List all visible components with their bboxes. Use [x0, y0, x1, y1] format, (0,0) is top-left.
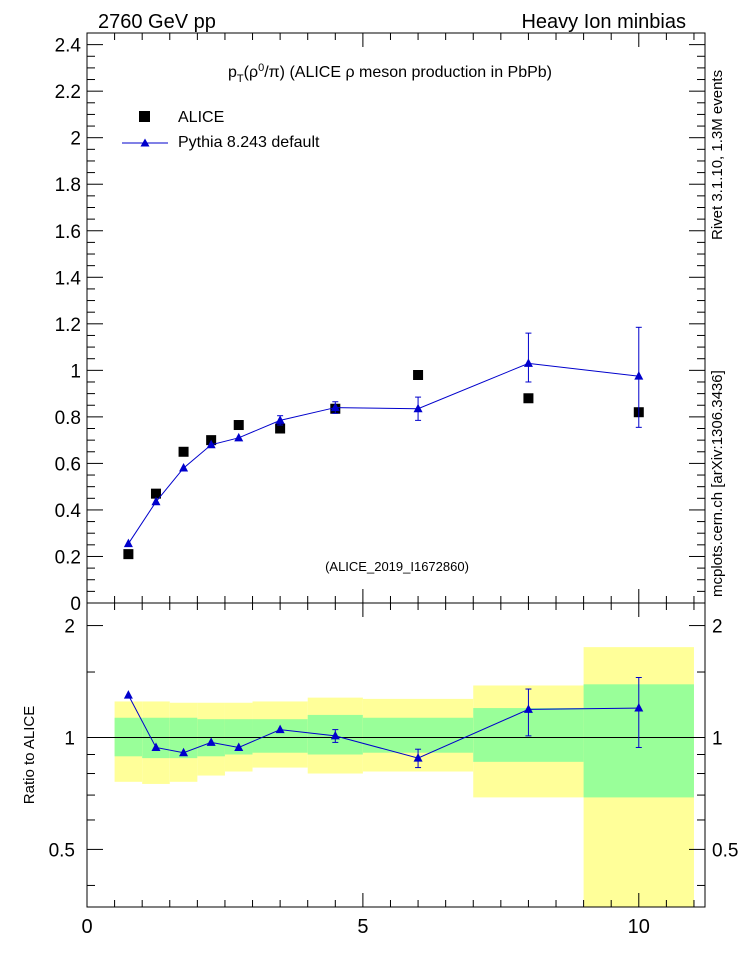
pythia-point	[234, 432, 244, 442]
main-title: pT(ρ0/π) (ALICE ρ meson production in Pb…	[228, 62, 552, 85]
pythia-point	[206, 439, 216, 449]
alice-point	[275, 423, 286, 434]
header-right: Heavy Ion minbias	[521, 11, 686, 33]
ratio-y-tick-label-right: 1	[712, 728, 723, 749]
ratio-y-tick-label: 2	[64, 617, 75, 638]
y-tick-label: 0.6	[55, 454, 81, 475]
pythia-point	[151, 496, 161, 506]
ratio-pythia-point	[275, 724, 285, 734]
analysis-watermark: (ALICE_2019_I1672860)	[325, 559, 469, 574]
ratio-pythia-point	[330, 730, 340, 740]
pythia-point	[179, 463, 189, 472]
pythia-point	[523, 358, 533, 367]
ratio-y-tick-label-right: 2	[712, 617, 723, 638]
data-marks	[123, 326, 644, 769]
ratio-pythia-point	[206, 737, 216, 746]
legend-pythia-label: Pythia 8.243 default	[178, 134, 320, 151]
y-tick-label: 0.4	[55, 501, 82, 522]
y-tick-label: 2.2	[55, 82, 81, 103]
legend-pythia-marker	[140, 138, 150, 147]
ratio-pythia-point	[123, 690, 133, 699]
ratio-y-tick-label: 0.5	[49, 840, 75, 861]
ratio-pythia-point	[179, 747, 189, 757]
green-band	[362, 717, 474, 753]
y-tick-label: 1.4	[55, 268, 82, 289]
ratio-pythia-point	[234, 742, 244, 751]
ratio-uncertainty-bands	[114, 647, 694, 907]
header-left: 2760 GeV pp	[98, 11, 216, 33]
axes: 0 5 10 0 0.2 0.4 0.6 0.8 1 1.2 1.4 1.6 1.8 2 2.2 2.4 0.5…	[49, 32, 738, 938]
ratio-pythia-line	[127, 694, 639, 759]
legend-alice-label: ALICE	[178, 109, 224, 126]
y-tick-label: 1	[70, 361, 81, 382]
ratio-ylabel: Ratio to ALICE	[21, 706, 38, 804]
alice-point	[150, 488, 161, 499]
rivet-label: Rivet 3.1.10, 1.3M events	[709, 70, 726, 240]
alice-point	[178, 446, 189, 457]
y-tick-label: 2.4	[55, 36, 82, 57]
x-tick-label: 0	[81, 916, 92, 938]
green-band	[252, 719, 308, 753]
y-tick-label: 1.6	[55, 222, 81, 243]
alice-point	[523, 393, 534, 404]
ratio-y-tick-label: 1	[64, 728, 75, 749]
pythia-point	[123, 538, 133, 548]
pythia-point	[413, 403, 423, 413]
legend: ALICE Pythia 8.243 default	[122, 109, 320, 151]
source-label: mcplots.cern.ch [arXiv:1306.3436]	[709, 370, 726, 597]
legend-alice-marker	[139, 111, 150, 122]
alice-point	[123, 549, 134, 560]
y-tick-label: 0.8	[55, 408, 81, 429]
y-tick-label: 0.2	[55, 547, 81, 568]
ratio-pythia-point	[413, 753, 423, 762]
pythia-point	[275, 415, 285, 424]
y-tick-label: 2	[70, 129, 81, 150]
y-tick-label: 1.2	[55, 315, 81, 336]
ratio-pythia-point	[634, 703, 644, 712]
alice-point	[233, 420, 244, 431]
ratio-pythia-point	[523, 704, 533, 713]
y-tick-label: 1.8	[55, 175, 81, 196]
alice-point	[413, 370, 424, 380]
y-tick-label: 0	[70, 594, 81, 615]
pythia-line	[127, 362, 639, 544]
pythia-point	[330, 402, 340, 412]
x-tick-label: 10	[628, 916, 650, 938]
ratio-y-tick-label-right: 0.5	[712, 840, 738, 861]
x-tick-label: 5	[357, 916, 368, 938]
pythia-point	[634, 371, 644, 380]
ratio-pythia-point	[151, 742, 161, 751]
